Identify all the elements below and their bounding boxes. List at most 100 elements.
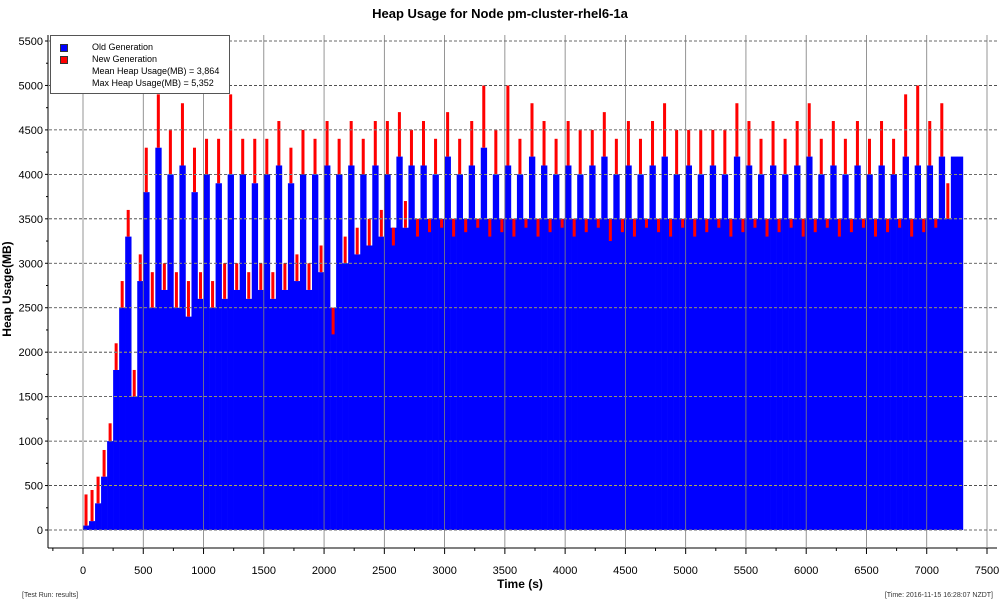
new-generation-bar	[361, 138, 365, 175]
new-generation-bar	[855, 121, 859, 166]
old-generation-bar	[504, 165, 512, 531]
old-generation-bar	[318, 272, 325, 530]
new-generation-bar	[313, 138, 317, 175]
y-tick-label: 3500	[19, 214, 43, 226]
old-generation-bar	[299, 174, 307, 530]
old-generation-bar	[535, 218, 542, 530]
new-generation-bar	[729, 218, 733, 237]
old-generation-bar	[764, 218, 771, 530]
new-generation-bar	[596, 218, 600, 228]
old-generation-bar	[727, 218, 735, 530]
new-generation-bar	[446, 112, 450, 157]
new-generation-bar	[904, 94, 908, 157]
old-generation-bar	[824, 218, 831, 530]
new-generation-bar	[482, 85, 486, 148]
new-generation-bar	[892, 138, 896, 175]
new-generation-bar	[783, 138, 787, 175]
new-generation-bar	[476, 218, 480, 228]
old-generation-bar	[709, 165, 717, 531]
old-generation-bar	[221, 298, 228, 530]
new-generation-bar	[717, 218, 721, 228]
old-generation-bar	[197, 298, 204, 530]
old-generation-bar	[745, 165, 753, 531]
old-generation-bar	[155, 147, 162, 530]
x-tick-label: 500	[134, 565, 152, 577]
old-generation-bar	[179, 165, 186, 531]
new-generation-bar	[693, 218, 697, 237]
new-generation-bar	[506, 85, 510, 166]
new-generation-bar	[217, 138, 221, 184]
old-generation-bar	[510, 218, 518, 530]
x-tick-label: 6500	[854, 565, 878, 577]
old-generation-bar	[245, 298, 253, 530]
old-generation-bar	[950, 156, 958, 530]
old-generation-bar	[667, 218, 674, 530]
old-generation-bar	[402, 227, 409, 530]
axes-layer	[47, 35, 997, 549]
x-tick-label: 1500	[252, 565, 276, 577]
new-generation-bar	[542, 121, 546, 166]
old-generation-bar	[703, 218, 711, 530]
old-generation-bar	[462, 218, 470, 530]
old-generation-bar	[149, 307, 156, 530]
new-generation-bar	[669, 218, 673, 237]
new-generation-bar	[452, 218, 456, 237]
new-generation-bar	[319, 245, 323, 273]
new-generation-bar	[771, 121, 775, 166]
new-generation-bar	[229, 94, 233, 175]
old-generation-bar	[938, 156, 946, 530]
old-generation-bar	[547, 218, 554, 530]
new-generation-bar	[186, 281, 190, 317]
new-generation-bar	[789, 218, 793, 228]
new-generation-bar	[741, 218, 745, 233]
new-generation-bar	[500, 218, 504, 233]
old-generation-bar	[119, 307, 126, 530]
old-generation-bar	[528, 156, 536, 530]
old-generation-bar	[83, 525, 90, 530]
old-generation-bar	[396, 156, 403, 530]
old-generation-bar	[137, 281, 144, 530]
y-tick-label: 5500	[19, 36, 43, 48]
old-generation-bar	[920, 218, 928, 530]
new-generation-bar	[777, 218, 781, 233]
new-generation-bar	[584, 218, 588, 233]
new-generation-bar	[524, 218, 528, 228]
old-generation-bar	[860, 218, 867, 530]
old-generation-bar	[384, 174, 391, 530]
x-tick-label: 4000	[553, 565, 577, 577]
new-generation-bar	[367, 218, 371, 246]
old-generation-bar	[191, 192, 198, 531]
new-generation-bar	[343, 236, 347, 264]
x-tick-label: 1000	[191, 565, 215, 577]
new-generation-bar	[867, 138, 871, 175]
old-generation-bar	[806, 156, 813, 530]
new-generation-bar	[536, 218, 540, 237]
new-generation-bar	[307, 263, 311, 290]
new-generation-bar	[385, 121, 389, 175]
legend-new-generation: New Generation	[92, 54, 158, 64]
old-generation-bar	[739, 218, 747, 530]
new-generation-bar	[458, 138, 462, 175]
new-generation-bar	[156, 94, 160, 148]
new-generation-bar	[428, 218, 432, 233]
old-generation-bar	[655, 218, 662, 530]
new-generation-bar	[96, 476, 100, 504]
new-generation-bar	[518, 138, 522, 175]
y-tick-label: 500	[25, 481, 43, 493]
new-generation-bar	[84, 494, 88, 526]
legend-max-heap: Max Heap Usage(MB) = 5,352	[92, 78, 214, 88]
old-generation-bar	[685, 165, 692, 531]
x-tick-label: 5000	[673, 565, 697, 577]
old-generation-bar	[854, 165, 861, 531]
old-generation-bar	[251, 183, 259, 530]
old-generation-bar	[161, 289, 168, 530]
new-generation-bar	[608, 218, 612, 242]
x-tick-label: 2500	[372, 565, 396, 577]
old-generation-bar	[209, 307, 216, 530]
new-generation-bar	[192, 147, 196, 193]
new-generation-bar	[253, 138, 257, 184]
old-generation-bar	[836, 218, 843, 530]
old-generation-bar	[426, 218, 433, 530]
old-generation-bar	[486, 218, 494, 530]
